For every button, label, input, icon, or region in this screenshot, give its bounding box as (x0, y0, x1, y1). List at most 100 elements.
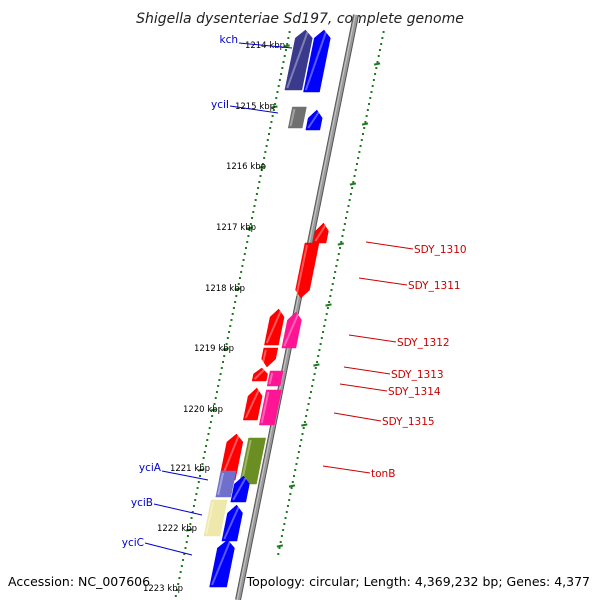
track-dot (199, 475, 202, 477)
track-dot (278, 79, 281, 81)
leader-SDY_1313 (343, 366, 391, 375)
track-dot (202, 457, 205, 459)
track-dot (343, 223, 346, 225)
major-tick (259, 165, 266, 169)
gene-yciI-gray (287, 106, 307, 129)
track-dot (297, 451, 300, 453)
track-dot (318, 349, 321, 351)
track-dot (372, 79, 375, 81)
tick-label-1214: 1214 kbp (245, 41, 285, 51)
track-dot (254, 199, 257, 201)
major-tick (283, 44, 290, 48)
genome-summary-text: Topology: circular; Length: 4,369,232 bp… (246, 574, 590, 589)
track-dot (215, 391, 218, 393)
track-dot (248, 229, 251, 231)
track-dot (281, 67, 284, 69)
track-dot (366, 109, 369, 111)
track-dot (275, 97, 278, 99)
track-dot (226, 337, 229, 339)
gene-label-SDY_1315: SDY_1315 (382, 416, 435, 428)
gene-yciI-blue (305, 109, 323, 131)
track-dot (348, 199, 351, 201)
track-dot (259, 175, 262, 177)
track-dot (192, 505, 195, 507)
track-dot (331, 283, 334, 285)
track-dot (361, 133, 364, 135)
major-tick (349, 182, 357, 186)
track-dot (355, 163, 358, 165)
track-dot (228, 331, 231, 333)
track-dot (376, 61, 379, 63)
track-dot (287, 37, 290, 39)
track-dot (207, 433, 210, 435)
track-dot (191, 511, 194, 513)
track-dot (267, 133, 270, 135)
leader-yciC (144, 542, 193, 556)
track-dot (322, 331, 325, 333)
track-dot (286, 43, 289, 45)
tick-label-1215: 1215 kbp (235, 102, 275, 112)
track-dot (354, 169, 357, 171)
track-dot (346, 211, 349, 213)
track-dot (185, 541, 188, 543)
track-dot (293, 475, 296, 477)
track-dot (174, 595, 177, 597)
track-dot (312, 379, 315, 381)
gene-kch-blue (303, 29, 331, 93)
major-tick (361, 122, 369, 126)
track-dot (347, 205, 350, 207)
track-dot (194, 499, 197, 501)
track-dot (246, 241, 249, 243)
leader-kch (238, 42, 293, 49)
tick-label-1223: 1223 kbp (143, 584, 183, 594)
gene-SDY_1314 (266, 370, 284, 387)
major-tick (313, 363, 320, 367)
track-dot (240, 271, 243, 273)
gene-label-kch: kch (219, 34, 238, 46)
track-dot (288, 31, 291, 33)
track-dot (353, 175, 356, 177)
major-tick (246, 226, 254, 230)
leader-SDY_1311 (358, 277, 408, 286)
track-dot (245, 247, 248, 249)
leader-SDY_1312 (348, 334, 397, 343)
track-dot (266, 139, 269, 141)
track-dot (369, 97, 372, 99)
track-dot (311, 385, 314, 387)
track-dot (336, 259, 339, 261)
track-dot (203, 451, 206, 453)
track-dot (179, 571, 182, 573)
leader-tonB (322, 465, 371, 474)
track-dot (360, 139, 363, 141)
gene-label-tonB: tonB (371, 468, 395, 480)
gene-yciA-blue (230, 475, 250, 503)
track-dot (302, 427, 305, 429)
leader-yciA (161, 470, 209, 481)
track-dot (301, 433, 304, 435)
major-tick (276, 544, 284, 548)
track-dot (329, 295, 332, 297)
track-dot (242, 259, 245, 261)
track-dot (238, 277, 241, 279)
track-dot (265, 145, 268, 147)
leader-yciB (153, 503, 203, 516)
track-dot (219, 373, 222, 375)
track-dot (295, 463, 298, 465)
track-dot (289, 493, 292, 495)
track-dot (205, 445, 208, 447)
track-dot (337, 253, 340, 255)
track-dot (370, 91, 373, 93)
track-dot (211, 415, 214, 417)
track-dot (339, 247, 342, 249)
track-dot (300, 439, 303, 441)
tick-label-1220: 1220 kbp (183, 405, 223, 415)
track-dot (363, 127, 366, 129)
track-dot (314, 367, 317, 369)
right-tick-track (276, 31, 385, 555)
track-dot (368, 103, 371, 105)
track-dot (342, 229, 345, 231)
track-dot (305, 415, 308, 417)
gene-SDY_1312b (281, 311, 302, 349)
track-dot (270, 121, 273, 123)
